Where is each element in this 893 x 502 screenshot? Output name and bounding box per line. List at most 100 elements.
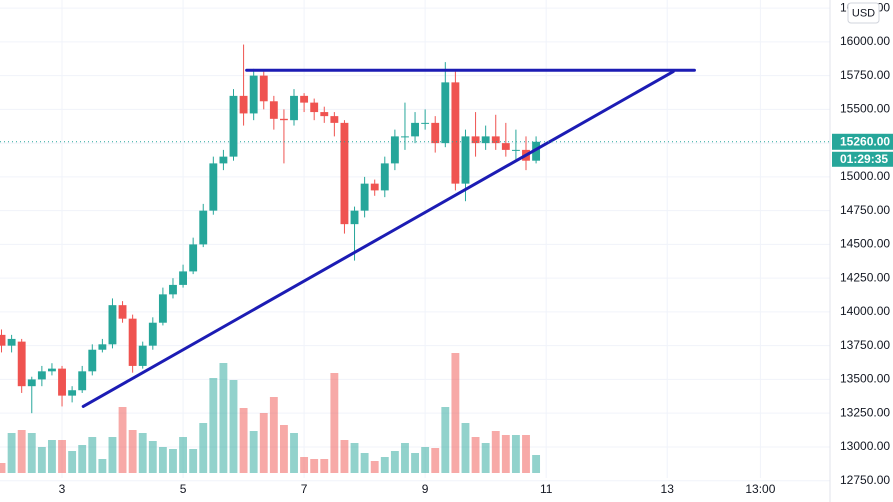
candle-body — [128, 318, 137, 366]
volume-bar — [259, 413, 268, 473]
candle-body — [481, 136, 490, 144]
y-tick-label: 16000.00 — [840, 34, 890, 48]
last-price-box — [832, 133, 893, 150]
volume-bar — [501, 435, 510, 473]
candle-body — [310, 102, 319, 113]
candle-body — [269, 101, 278, 119]
y-tick-label: 14000.00 — [840, 304, 890, 318]
candle-body — [259, 75, 268, 102]
candle-body — [37, 371, 46, 380]
y-tick-label: 13250.00 — [840, 405, 890, 419]
y-tick-label: 15000.00 — [840, 169, 890, 183]
volume-bar — [370, 461, 379, 473]
candle-body — [380, 163, 389, 191]
volume-bar — [320, 459, 329, 473]
x-tick-label: 3 — [59, 482, 66, 496]
volume-bar — [269, 397, 278, 473]
y-tick-label: 14750.00 — [840, 203, 890, 217]
volume-bar — [431, 448, 440, 473]
volume-bar — [108, 437, 117, 473]
candle-body — [229, 95, 238, 157]
candle-body — [461, 136, 470, 184]
candle-body — [169, 284, 177, 295]
candle-body — [48, 368, 56, 372]
price-axis — [830, 0, 893, 502]
volume-bar — [17, 430, 26, 473]
volume-bar — [148, 441, 157, 473]
volume-bar — [179, 437, 188, 473]
candle-body — [68, 390, 77, 396]
x-tick-label: 5 — [180, 482, 187, 496]
volume-bar — [310, 459, 319, 473]
volume-bar — [340, 440, 349, 473]
volume-bar — [532, 455, 541, 473]
candle-body — [27, 379, 36, 387]
volume-bar — [0, 463, 6, 473]
candle-body — [431, 122, 440, 144]
volume-bar — [128, 430, 137, 473]
x-tick-label: 7 — [301, 482, 308, 496]
candle-body — [491, 136, 500, 144]
volume-bar — [360, 453, 369, 473]
volume-bar — [380, 457, 389, 473]
volume-bar — [189, 449, 198, 473]
countdown-box — [832, 151, 893, 167]
candle-body — [199, 210, 208, 245]
candle-body — [108, 305, 117, 345]
currency-label: USD — [852, 7, 875, 19]
volume-bar — [350, 443, 359, 473]
candle-body — [138, 345, 147, 366]
volume-bar — [68, 451, 77, 473]
volume-bar — [199, 423, 208, 473]
candle-body — [370, 183, 379, 191]
candle-body — [390, 136, 399, 164]
candle-body — [118, 305, 127, 319]
candle-body — [98, 344, 107, 350]
candle-body — [189, 244, 198, 272]
y-tick-label: 15500.00 — [840, 102, 890, 116]
candle-body — [300, 95, 309, 103]
volume-bar — [239, 408, 248, 473]
x-tick-label: 11 — [540, 482, 553, 496]
y-tick-label: 13750.00 — [840, 338, 890, 352]
x-tick-label: 13:00 — [745, 482, 775, 496]
countdown-label: 01:29:35 — [840, 152, 888, 166]
candle-body — [58, 368, 66, 396]
candle-body — [471, 136, 480, 144]
candle-body — [350, 210, 359, 225]
candle-body — [330, 116, 339, 123]
volume-bar — [451, 353, 460, 473]
x-tick-label: 9 — [422, 482, 429, 496]
candle-body — [401, 136, 409, 138]
candle-body — [7, 338, 16, 346]
currency-box — [847, 2, 880, 24]
candle-body — [501, 143, 510, 150]
y-tick-label: 13000.00 — [840, 439, 890, 453]
volume-bar — [330, 373, 339, 473]
y-tick-label: 12750.00 — [840, 473, 890, 487]
volume-bar — [279, 425, 288, 473]
candle-body — [511, 149, 520, 151]
candle-body — [88, 349, 97, 372]
y-tick-label: 14250.00 — [840, 270, 890, 284]
candle-body — [441, 82, 450, 144]
candle-body — [179, 271, 188, 285]
volume-bar — [209, 378, 218, 473]
candle-body — [290, 95, 298, 121]
trend-line — [81, 70, 675, 408]
candle-body — [451, 82, 460, 184]
candle-body — [279, 118, 288, 121]
candle-body — [209, 163, 218, 211]
volume-bar — [411, 453, 419, 473]
candle-body — [148, 322, 157, 346]
x-tick-label: 13 — [661, 482, 675, 496]
candle-body — [532, 141, 541, 161]
candle-body — [239, 95, 248, 114]
volume-bar — [48, 440, 56, 473]
volume-bar — [441, 407, 450, 473]
candle-body — [158, 294, 167, 323]
volume-bar — [401, 443, 409, 473]
volume-bar — [78, 445, 87, 473]
y-tick-label: 14500.00 — [840, 237, 890, 251]
